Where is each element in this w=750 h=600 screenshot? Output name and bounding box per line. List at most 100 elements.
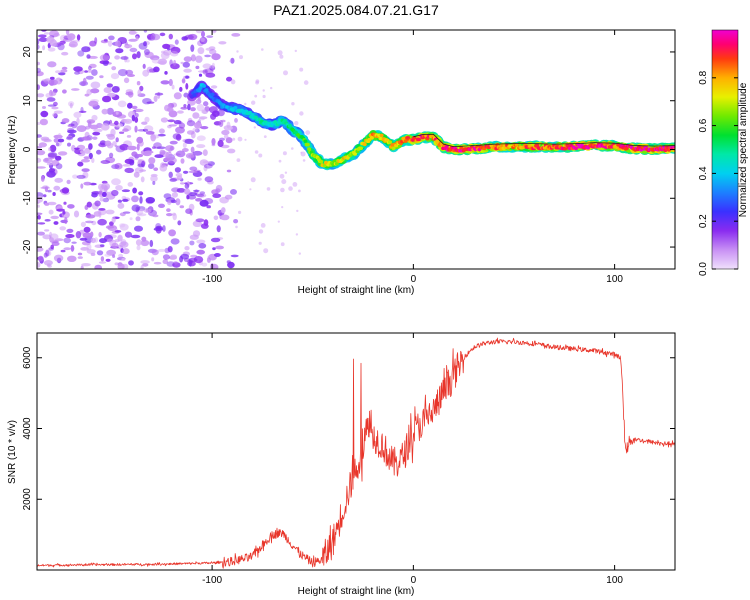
noise-speckle [200, 126, 209, 130]
noise-speckle [63, 201, 67, 205]
noise-speckle [165, 151, 173, 159]
noise-speckle [67, 129, 77, 134]
noise-speckle [47, 104, 57, 107]
noise-speckle [283, 70, 288, 76]
noise-speckle [37, 134, 42, 138]
noise-speckle [202, 161, 211, 164]
noise-speckle [127, 182, 134, 187]
noise-speckle [184, 34, 194, 40]
noise-speckle [58, 72, 66, 76]
noise-speckle [277, 220, 280, 223]
noise-speckle [115, 48, 124, 54]
noise-speckle [151, 249, 159, 256]
noise-speckle [160, 80, 170, 85]
noise-speckle [83, 226, 91, 233]
noise-speckle [123, 77, 130, 84]
noise-speckle [139, 196, 143, 204]
noise-speckle [75, 231, 82, 239]
noise-speckle [123, 125, 132, 132]
ridge-point [319, 159, 324, 164]
noise-speckle [143, 41, 147, 47]
noise-speckle [37, 67, 41, 73]
noise-speckle [70, 244, 75, 252]
noise-speckle [112, 141, 117, 146]
noise-speckle [262, 89, 265, 92]
noise-speckle [292, 182, 298, 187]
x-tick-label: -100 [202, 575, 222, 586]
ridge-point [192, 93, 197, 97]
noise-speckle [201, 109, 207, 114]
noise-speckle [209, 49, 217, 55]
noise-speckle [123, 118, 133, 124]
noise-speckle [61, 66, 68, 70]
noise-speckle [85, 214, 96, 219]
noise-speckle [46, 170, 56, 178]
noise-speckle [192, 150, 203, 156]
noise-speckle [62, 210, 66, 215]
noise-speckle [131, 151, 138, 157]
noise-speckle [44, 219, 51, 222]
noise-speckle [120, 56, 129, 60]
noise-speckle [178, 122, 186, 129]
noise-speckle [53, 32, 60, 37]
noise-speckle [199, 191, 206, 195]
noise-speckle [92, 131, 101, 136]
noise-speckle [129, 217, 133, 221]
noise-speckle [71, 241, 77, 244]
noise-speckle [166, 213, 173, 217]
noise-speckle [128, 30, 137, 35]
ridge-point [197, 88, 202, 93]
noise-speckle [192, 220, 203, 227]
noise-speckle [189, 166, 198, 171]
noise-speckle [196, 135, 206, 141]
noise-speckle [42, 185, 49, 189]
noise-speckle [51, 106, 59, 110]
noise-speckle [60, 249, 66, 253]
noise-speckle [80, 150, 85, 154]
noise-speckle [280, 187, 285, 193]
noise-speckle [111, 66, 117, 71]
noise-speckle [153, 227, 164, 231]
noise-speckle [281, 179, 287, 185]
noise-speckle [94, 200, 101, 207]
noise-speckle [179, 86, 183, 92]
x-tick-label: 100 [606, 575, 623, 586]
noise-speckle [81, 263, 91, 267]
ridge-point [388, 140, 392, 144]
noise-speckle [197, 47, 205, 55]
noise-speckle [42, 45, 46, 51]
noise-speckle [171, 192, 178, 198]
noise-speckle [170, 50, 179, 57]
noise-speckle [145, 197, 155, 204]
noise-speckle [53, 110, 63, 114]
noise-speckle [86, 201, 93, 208]
noise-speckle [37, 166, 46, 169]
noise-speckle [180, 106, 188, 110]
noise-speckle [103, 38, 108, 42]
noise-speckle [182, 148, 189, 152]
ridge-point [362, 142, 367, 147]
noise-speckle [90, 237, 96, 244]
noise-speckle [230, 189, 237, 195]
noise-speckle [143, 208, 152, 213]
noise-speckle [37, 157, 42, 163]
y-tick-label: -10 [22, 191, 33, 206]
noise-speckle [42, 157, 53, 164]
noise-speckle [160, 117, 168, 123]
noise-speckle [254, 94, 258, 98]
noise-speckle [65, 30, 70, 36]
noise-speckle [86, 54, 91, 59]
noise-speckle [53, 134, 63, 139]
noise-speckle [175, 150, 186, 158]
noise-speckle [122, 164, 132, 167]
noise-speckle [190, 107, 196, 112]
noise-speckle [80, 265, 84, 269]
noise-speckle [202, 63, 212, 69]
noise-speckle [206, 205, 211, 209]
noise-speckle [117, 263, 125, 269]
noise-speckle [201, 30, 205, 38]
ridge-point [574, 146, 578, 151]
noise-speckle [68, 43, 76, 47]
noise-speckle [98, 231, 102, 238]
noise-speckle [37, 122, 41, 125]
